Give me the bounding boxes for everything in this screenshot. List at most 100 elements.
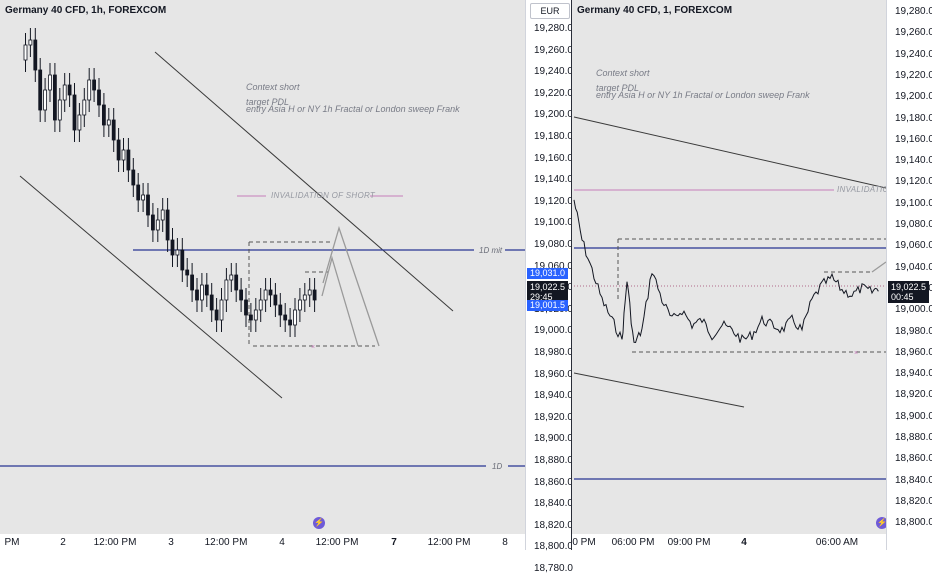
left-countdown: 29:45 bbox=[530, 292, 553, 302]
price-axis-tick: 18,860.0 bbox=[534, 476, 573, 488]
candle-body bbox=[33, 39, 38, 71]
right-countdown: 00:45 bbox=[891, 292, 914, 302]
left-x-tick: 7 bbox=[391, 537, 397, 548]
left-candlestick-chart: × bbox=[0, 28, 525, 467]
candle-body bbox=[57, 99, 62, 121]
candle-body bbox=[190, 274, 195, 291]
left-invalidation-label: INVALIDATION OF SHORT bbox=[271, 191, 376, 200]
candle-body bbox=[43, 89, 47, 111]
right-current-price-tag: 19,022.5 00:45 bbox=[888, 281, 930, 303]
right-chart-pane[interactable]: × Germany 40 CFD, 1, FOREXCOM Context sh… bbox=[572, 0, 932, 550]
candle-body bbox=[180, 249, 185, 271]
left-annotation-target: target PDL bbox=[246, 97, 290, 107]
candle-body bbox=[77, 114, 82, 131]
candle-body bbox=[307, 289, 312, 296]
right-upper-trend-line bbox=[573, 116, 886, 189]
left-chart-title[interactable]: Germany 40 CFD, 1h, FOREXCOM bbox=[5, 5, 167, 16]
candle-body bbox=[102, 104, 106, 126]
price-axis-tick: 19,220.0 bbox=[534, 87, 573, 99]
price-axis-tick: 19,260.0 bbox=[534, 44, 573, 56]
price-axis-tick: 18,820.0 bbox=[895, 495, 932, 507]
right-annotation-target: target PDL bbox=[596, 83, 640, 93]
projection-triangle-outer bbox=[322, 225, 380, 347]
candle-body bbox=[302, 294, 307, 301]
price-axis-tick: 18,860.0 bbox=[895, 453, 932, 465]
candle-body bbox=[293, 309, 297, 326]
candle-body bbox=[175, 249, 180, 256]
price-axis-tick: 18,820.0 bbox=[534, 519, 573, 531]
candle-body bbox=[106, 119, 111, 126]
price-axis-tick: 18,880.0 bbox=[534, 455, 573, 466]
price-axis-tick: 19,200.0 bbox=[895, 91, 932, 103]
candle-body bbox=[62, 84, 67, 101]
right-line-chart: × bbox=[573, 116, 886, 480]
right-x-axis[interactable]: 0 PM 06:00 PM 09:00 PM 4 06:00 AM bbox=[572, 534, 886, 550]
candle-body bbox=[92, 79, 96, 91]
price-axis-tick: 19,200.0 bbox=[534, 109, 573, 121]
candle-body bbox=[28, 39, 33, 46]
left-plot-area[interactable]: × Germany 40 CFD, 1h, FOREXCOM Context s… bbox=[0, 0, 525, 534]
candle-body bbox=[48, 74, 52, 91]
projection-triangle-inner bbox=[321, 255, 359, 347]
candle-body bbox=[244, 299, 248, 316]
price-axis-tick: 19,060.0 bbox=[534, 260, 573, 272]
price-axis-tick: 19,100.0 bbox=[895, 197, 932, 209]
right-x-tick: 4 bbox=[741, 537, 747, 548]
right-invalidation-label: INVALIDATIO bbox=[837, 185, 886, 194]
right-lightning-icon[interactable]: ⚡ bbox=[876, 517, 886, 529]
left-chart-pane[interactable]: × Germany 40 CFD, 1h, FOREXCOM Context s… bbox=[0, 0, 573, 574]
candle-body bbox=[258, 299, 263, 311]
right-plot-area[interactable]: × Germany 40 CFD, 1, FOREXCOM Context sh… bbox=[572, 0, 886, 534]
right-price-axis[interactable]: 19,280.0 19,260.0 19,240.0 19,220.0 19,200.0… bbox=[886, 0, 932, 550]
candle-body bbox=[297, 299, 302, 311]
candle-body bbox=[273, 294, 278, 306]
candle-body bbox=[278, 304, 283, 316]
price-axis-tick: 18,960.0 bbox=[534, 368, 573, 380]
price-axis-tick: 19,000.0 bbox=[895, 304, 932, 316]
right-x-tick: 06:00 AM bbox=[815, 537, 859, 548]
left-current-price: 19,022.5 bbox=[530, 282, 566, 292]
price-axis-tick: 18,840.0 bbox=[534, 498, 573, 510]
candle-body bbox=[87, 79, 92, 101]
left-x-axis[interactable]: PM 2 12:00 PM 3 12:00 PM 4 12:00 PM 7 12… bbox=[0, 534, 525, 550]
currency-selector[interactable]: EUR bbox=[530, 3, 570, 19]
right-price-line bbox=[573, 199, 879, 344]
lower-trend-line bbox=[19, 175, 283, 399]
price-axis-tick: 18,960.0 bbox=[895, 346, 932, 358]
candle-body bbox=[111, 119, 116, 141]
candle-body bbox=[214, 309, 219, 321]
left-current-price-tag: 19,022.5 29:45 bbox=[527, 281, 569, 303]
candle-body bbox=[136, 184, 141, 201]
candle-body bbox=[224, 279, 229, 301]
price-axis-tick: 19,140.0 bbox=[534, 174, 573, 186]
right-x-tick: 0 PM bbox=[572, 537, 596, 548]
price-axis-tick: 18,940.0 bbox=[895, 368, 932, 380]
right-chart-title[interactable]: Germany 40 CFD, 1, FOREXCOM bbox=[577, 5, 733, 16]
price-axis-tick: 18,880.0 bbox=[895, 432, 932, 443]
candle-body bbox=[195, 289, 199, 301]
left-low-price-tag: 19,001.5 bbox=[527, 300, 569, 311]
candle-body bbox=[126, 149, 131, 171]
left-x-tick: PM bbox=[4, 537, 20, 548]
right-current-price: 19,022.5 bbox=[891, 282, 927, 292]
price-axis-tick: 18,980.0 bbox=[895, 325, 932, 337]
target-x-marker: × bbox=[311, 344, 315, 351]
candle-body bbox=[116, 139, 121, 161]
price-axis-tick: 19,120.0 bbox=[895, 176, 932, 188]
candle-body bbox=[288, 319, 293, 326]
left-lightning-icon[interactable]: ⚡ bbox=[313, 517, 325, 529]
price-axis-tick: 19,240.0 bbox=[895, 48, 932, 60]
candle-body bbox=[131, 169, 136, 186]
left-x-tick: 3 bbox=[168, 537, 174, 548]
left-x-tick: 4 bbox=[279, 537, 285, 548]
left-x-tick: 12:00 PM bbox=[93, 537, 137, 548]
right-annotation-context: Context short bbox=[596, 68, 650, 78]
candle-body bbox=[239, 289, 244, 301]
candle-body bbox=[268, 289, 273, 296]
candle-body bbox=[23, 44, 28, 61]
price-axis-tick: 19,240.0 bbox=[534, 66, 573, 78]
candle-body bbox=[72, 94, 77, 131]
price-axis-tick: 19,140.0 bbox=[895, 155, 932, 167]
left-x-tick: 8 bbox=[502, 537, 508, 548]
price-axis-tick: 19,060.0 bbox=[895, 240, 932, 252]
